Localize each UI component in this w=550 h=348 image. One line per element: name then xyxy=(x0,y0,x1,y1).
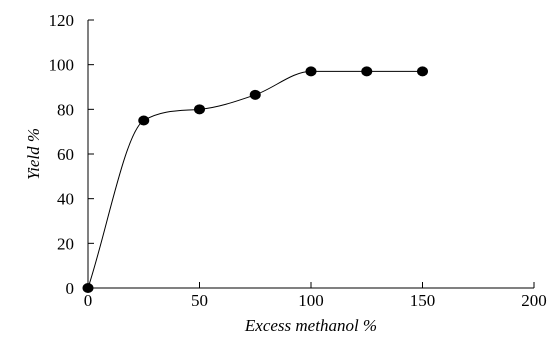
x-tick-label: 50 xyxy=(191,291,208,310)
ticks xyxy=(87,19,535,289)
data-point xyxy=(82,283,94,293)
y-axis-title: Yield % xyxy=(24,128,43,180)
data-point xyxy=(194,104,205,115)
x-tick-label: 200 xyxy=(521,291,547,310)
y-tick-label: 0 xyxy=(66,279,75,298)
y-tick-label: 80 xyxy=(57,100,74,119)
data-point xyxy=(305,66,317,77)
data-point xyxy=(138,115,150,126)
x-axis-title: Excess methanol % xyxy=(244,316,377,335)
x-tick-label: 0 xyxy=(84,291,93,310)
x-tick-label: 150 xyxy=(410,291,436,310)
data-point xyxy=(417,66,428,77)
x-tick-label: 100 xyxy=(298,291,324,310)
y-tick-label: 100 xyxy=(49,56,75,75)
data-point xyxy=(249,89,261,100)
tick-labels: 0 50 100 150 200 0 20 40 60 80 100 120 xyxy=(49,11,547,310)
y-tick-label: 120 xyxy=(49,11,75,30)
series-line xyxy=(87,70,423,289)
axes xyxy=(87,20,534,289)
data-point xyxy=(361,66,373,77)
y-tick-label: 40 xyxy=(57,190,74,209)
y-tick-label: 60 xyxy=(57,145,74,164)
series-points xyxy=(82,66,428,293)
y-tick-label: 20 xyxy=(57,234,74,253)
